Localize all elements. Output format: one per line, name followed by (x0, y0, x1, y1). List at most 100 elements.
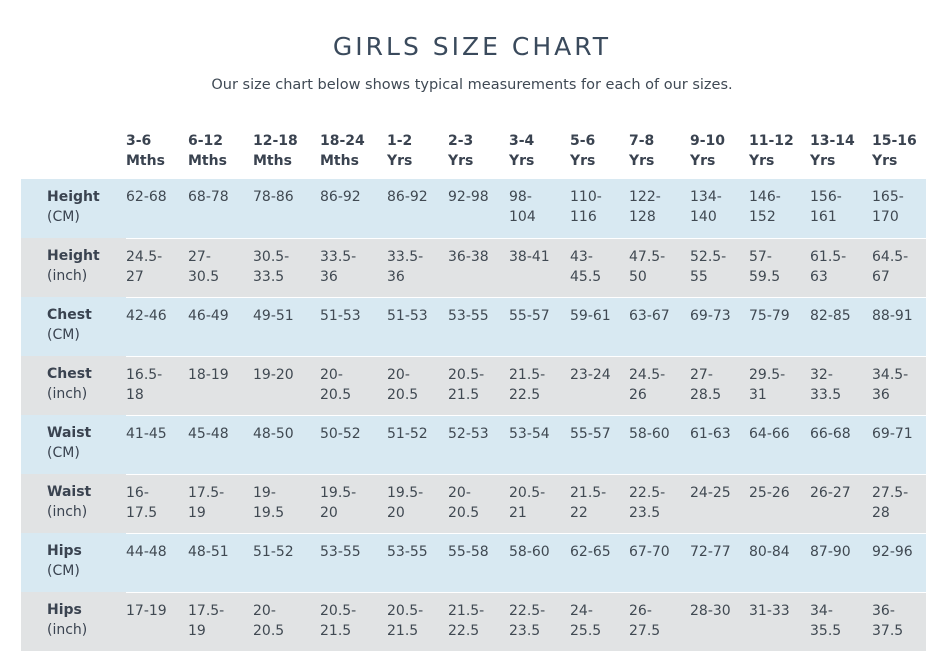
table-cell: 21.5- 22 (570, 473, 629, 533)
table-cell: 134- 140 (690, 179, 749, 238)
column-header-line: 3-6 (126, 133, 152, 149)
table-cell: 42-46 (126, 296, 188, 356)
table-cell: 51-53 (320, 296, 387, 356)
cell-line: 19 (188, 504, 206, 521)
table-cell: 31-33 (749, 591, 810, 651)
table-cell: 62-65 (570, 532, 629, 592)
cell-line: 33.5 (253, 268, 285, 285)
cell-line: 170 (872, 209, 899, 225)
cell-line: 51-52 (387, 425, 428, 442)
row-label-unit: (inch) (47, 386, 88, 402)
row-label-unit: (inch) (47, 268, 88, 284)
row-label-measure: Waist (47, 484, 92, 500)
column-header: 3-6 Mths (126, 128, 188, 179)
cell-line: 36 (320, 268, 338, 285)
column-header-line: 9-10 (690, 133, 726, 149)
cell-line: 28.5 (690, 386, 722, 403)
cell-line: 52.5- (690, 248, 727, 265)
table-cell: 50-52 (320, 414, 387, 474)
row-label: Hips (CM) (21, 533, 126, 592)
table-cell: 27- 30.5 (188, 237, 253, 297)
cell-line: 33.5- (320, 248, 357, 265)
table-cell: 33.5- 36 (320, 237, 387, 297)
table-cell: 58-60 (629, 414, 690, 474)
table-cell: 17.5- 19 (188, 473, 253, 533)
cell-line: 24.5- (629, 366, 666, 383)
cell-line: 28 (872, 504, 890, 521)
cell-line: 55 (690, 268, 708, 285)
column-header: 18-24 Mths (320, 128, 387, 179)
cell-line: 152 (749, 209, 776, 225)
cell-line: 140 (690, 209, 717, 225)
cell-line: 75-79 (749, 307, 790, 324)
column-header: 9-10 Yrs (690, 128, 749, 179)
table-cell: 67-70 (629, 532, 690, 592)
cell-line: 72-77 (690, 543, 731, 560)
cell-line: 24.5- (126, 248, 163, 265)
cell-line: 98- (509, 189, 532, 205)
cell-line: 19- (253, 484, 276, 501)
table-cell: 17.5- 19 (188, 591, 253, 651)
cell-line: 20.5- (509, 484, 546, 501)
cell-line: 68-78 (188, 189, 229, 205)
cell-line: 25-26 (749, 484, 790, 501)
table-cell: 92-98 (448, 179, 509, 238)
row-label-measure: Chest (47, 366, 92, 382)
table-cell: 28-30 (690, 591, 749, 651)
size-chart-table: 3-6 Mths 6-12 Mths 12-18 Mths 18-24 Mths 1-2 Yrs 2… (21, 128, 926, 651)
column-header: 6-12 Mths (188, 128, 253, 179)
cell-line: 156- (810, 189, 842, 205)
cell-line: 20 (320, 504, 338, 521)
table-cell: 34.5- 36 (872, 355, 926, 415)
table-cell: 122- 128 (629, 179, 690, 238)
column-header-line: 1-2 (387, 133, 413, 149)
column-header: 13-14 Yrs (810, 128, 872, 179)
table-cell: 34- 35.5 (810, 591, 872, 651)
cell-line: 110- (570, 189, 602, 205)
table-cell: 75-79 (749, 296, 810, 356)
column-header-line: Yrs (749, 153, 775, 169)
table-cell: 53-55 (448, 296, 509, 356)
table-cell: 27.5- 28 (872, 473, 926, 533)
cell-line: 161 (810, 209, 837, 225)
table-cell: 61-63 (690, 414, 749, 474)
cell-line: 17.5- (188, 602, 225, 619)
table-cell: 44-48 (126, 532, 188, 592)
table-cell: 53-54 (509, 414, 570, 474)
table-cell: 21.5- 22.5 (509, 355, 570, 415)
cell-line: 20.5 (387, 386, 419, 403)
cell-line: 20- (253, 602, 276, 619)
cell-line: 20.5- (320, 602, 357, 619)
table-cell: 20- 20.5 (253, 591, 320, 651)
cell-line: 63 (810, 268, 828, 285)
cell-line: 53-55 (320, 543, 361, 560)
cell-line: 20 (387, 504, 405, 521)
cell-line: 21.5 (387, 622, 419, 639)
table-cell: 46-49 (188, 296, 253, 356)
cell-line: 66-68 (810, 425, 851, 442)
cell-line: 26- (629, 602, 652, 619)
table-cell: 52.5- 55 (690, 237, 749, 297)
table-cell: 19.5- 20 (320, 473, 387, 533)
cell-line: 17.5 (126, 504, 158, 521)
cell-line: 26 (629, 386, 647, 403)
cell-line: 17-19 (126, 602, 167, 619)
cell-line: 32- (810, 366, 833, 383)
cell-line: 18-19 (188, 366, 229, 383)
row-label-measure: Height (47, 189, 100, 205)
table-header-row: 3-6 Mths 6-12 Mths 12-18 Mths 18-24 Mths 1-2 Yrs 2… (21, 128, 926, 179)
column-header-line: Yrs (570, 153, 596, 169)
table-row: Chest (inch) 16.5- 18 18-19 19-20 20- 20.5 20- 20… (21, 355, 926, 415)
table-cell: 68-78 (188, 179, 253, 238)
cell-line: 55-57 (509, 307, 550, 324)
table-cell: 36-38 (448, 237, 509, 297)
table-cell: 32- 33.5 (810, 355, 872, 415)
row-label-unit: (CM) (47, 327, 80, 343)
cell-line: 50 (629, 268, 647, 285)
table-cell: 48-51 (188, 532, 253, 592)
cell-line: 36- (872, 602, 895, 619)
cell-line: 27.5- (872, 484, 909, 501)
row-label: Height (inch) (21, 238, 126, 297)
table-cell: 86-92 (387, 179, 448, 238)
column-header: 15-16 Yrs (872, 128, 926, 179)
